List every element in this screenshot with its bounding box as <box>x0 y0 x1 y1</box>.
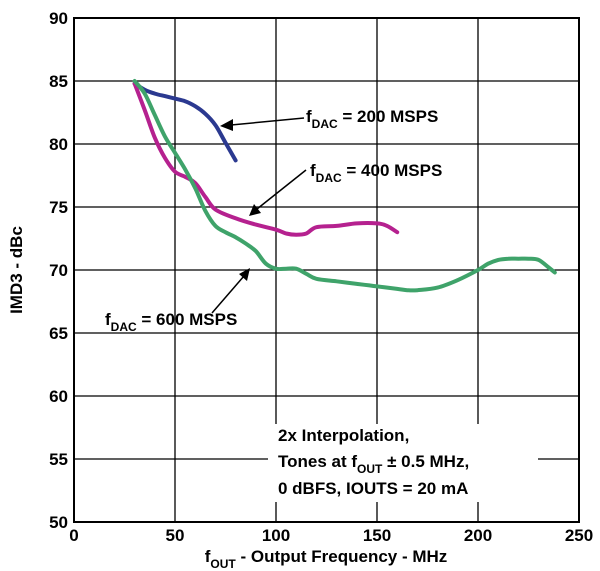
series-line-600msps <box>132 79 557 293</box>
plot-frame <box>73 17 580 523</box>
arrow-400msps <box>256 169 307 210</box>
x-axis-title: fOUT - Output Frequency - MHz <box>205 547 448 571</box>
y-tick-label: 90 <box>49 9 68 28</box>
arrow-600msps <box>211 275 245 314</box>
y-axis-title: IMD3 - dBc <box>7 226 26 314</box>
y-tick-label: 60 <box>49 387 68 406</box>
note-line-2: Tones at fOUT ± 0.5 MHz, <box>278 452 469 476</box>
annotation-400msps: fDAC = 400 MSPS <box>249 161 442 216</box>
x-tick-label: 50 <box>166 526 185 545</box>
annotation-200msps: fDAC = 200 MSPS <box>220 107 438 131</box>
x-tick-label: 200 <box>464 526 492 545</box>
conditions-note: 2x Interpolation, Tones at fOUT ± 0.5 MH… <box>268 424 538 502</box>
label-200msps: fDAC = 200 MSPS <box>306 107 438 131</box>
series-line-400msps <box>132 81 400 237</box>
arrowhead-600msps <box>239 268 250 281</box>
series-line-200msps <box>132 81 238 163</box>
series-layer <box>132 79 557 293</box>
x-tick-label: 250 <box>565 526 593 545</box>
note-line-3: 0 dBFS, IOUTS = 20 mA <box>278 479 468 498</box>
y-tick-label: 80 <box>49 135 68 154</box>
x-tick-label: 0 <box>69 526 78 545</box>
label-400msps: fDAC = 400 MSPS <box>310 161 442 185</box>
y-tick-label: 85 <box>49 72 68 91</box>
arrowhead-400msps <box>249 204 261 216</box>
arrowhead-200msps <box>220 119 233 131</box>
note-background <box>268 424 538 502</box>
x-tick-label: 150 <box>363 526 391 545</box>
note-line-1: 2x Interpolation, <box>278 426 409 445</box>
annotation-600msps: fDAC = 600 MSPS <box>105 268 250 334</box>
label-600msps: fDAC = 600 MSPS <box>105 310 237 334</box>
y-tick-label: 50 <box>49 513 68 532</box>
y-tick-label: 70 <box>49 261 68 280</box>
x-tick-label: 100 <box>262 526 290 545</box>
y-tick-label: 55 <box>49 450 68 469</box>
y-tick-label: 65 <box>49 324 68 343</box>
y-tick-label: 75 <box>49 198 68 217</box>
arrow-200msps <box>230 117 305 126</box>
